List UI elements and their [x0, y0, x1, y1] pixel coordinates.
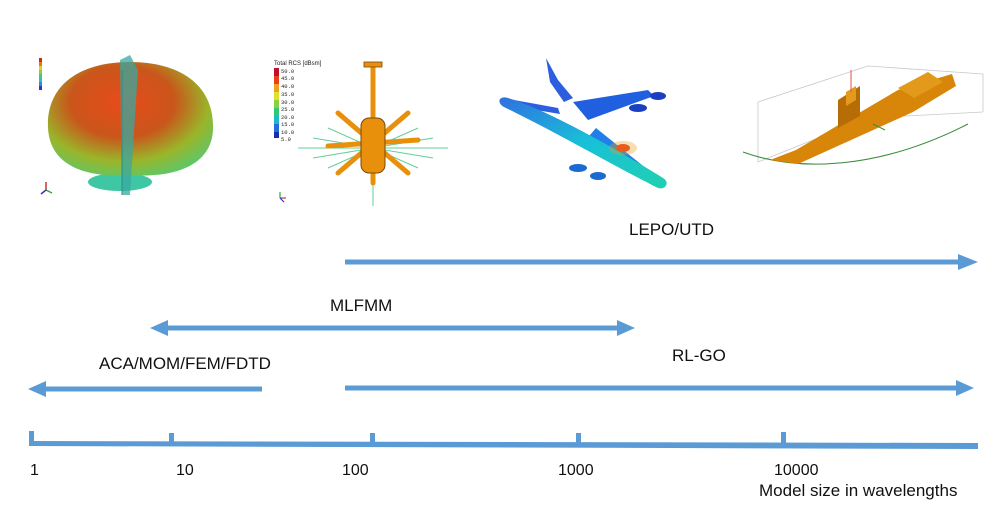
- tick-label-10000: 10000: [774, 462, 819, 479]
- wavelength-axis: [29, 431, 978, 449]
- rl-go-arrow: [345, 380, 974, 396]
- rcs-legend-value: 20.0: [281, 114, 294, 121]
- rcs-legend-title: Total RCS [dBsm]: [274, 61, 322, 67]
- aca-mom-fem-fdtd-label: ACA/MOM/FEM/FDTD: [99, 354, 271, 373]
- radiation-pattern-image: [30, 50, 230, 200]
- tick-label-1000: 1000: [558, 462, 594, 479]
- rcs-legend-value: 5.0: [281, 136, 291, 143]
- axis-caption: Model size in wavelengths: [759, 481, 958, 500]
- lepo-utd-label: LEPO/UTD: [629, 220, 715, 239]
- mlfmm-label: MLFMM: [330, 296, 393, 315]
- aircraft-model-image: [488, 50, 688, 195]
- helicopter-rcs-image: Total RCS [dBsm] 50.0 45.0 40.0 35.0 30.…: [268, 58, 458, 208]
- tick-label-10: 10: [176, 462, 194, 479]
- rcs-legend-value: 45.0: [281, 75, 294, 82]
- rcs-legend-value: 25.0: [281, 106, 294, 113]
- ship-model-image: [738, 52, 988, 180]
- mlfmm-arrow: [150, 320, 635, 336]
- lepo-utd-arrow: [345, 254, 978, 270]
- aca-mom-fem-fdtd-arrow: [28, 381, 262, 397]
- rcs-legend-value: 10.0: [281, 129, 294, 136]
- rl-go-label: RL-GO: [672, 346, 726, 365]
- rcs-legend-value: 50.0: [281, 68, 294, 75]
- rcs-legend-value: 40.0: [281, 83, 294, 90]
- tick-label-100: 100: [342, 462, 369, 479]
- rcs-legend-value: 30.0: [281, 99, 294, 106]
- tick-label-1: 1: [30, 462, 39, 479]
- rcs-legend-value: 15.0: [281, 121, 294, 128]
- rcs-legend-value: 35.0: [281, 91, 294, 98]
